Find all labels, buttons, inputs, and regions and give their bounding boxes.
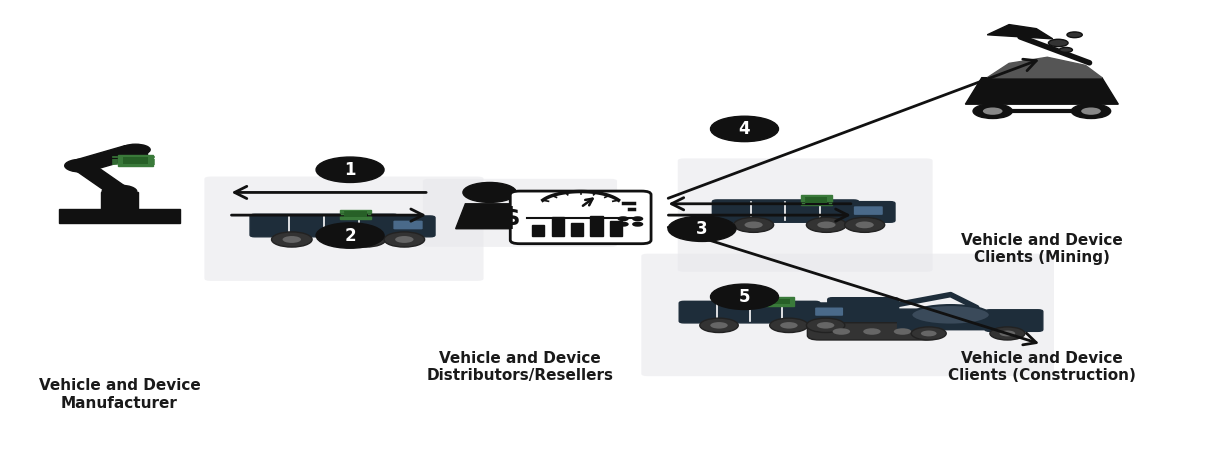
Text: 3: 3 <box>697 220 708 238</box>
FancyBboxPatch shape <box>571 223 583 236</box>
Circle shape <box>855 221 874 228</box>
FancyBboxPatch shape <box>345 211 367 218</box>
FancyBboxPatch shape <box>824 309 920 329</box>
Circle shape <box>893 328 912 335</box>
FancyBboxPatch shape <box>551 218 563 236</box>
FancyBboxPatch shape <box>985 310 1042 331</box>
Circle shape <box>103 185 137 198</box>
FancyBboxPatch shape <box>807 303 855 323</box>
Circle shape <box>912 327 946 340</box>
Text: 4: 4 <box>738 120 750 138</box>
Circle shape <box>395 236 413 243</box>
FancyBboxPatch shape <box>844 201 895 222</box>
Circle shape <box>1081 108 1101 115</box>
FancyBboxPatch shape <box>805 197 827 203</box>
Polygon shape <box>959 317 995 329</box>
FancyBboxPatch shape <box>60 209 180 223</box>
FancyBboxPatch shape <box>769 298 789 304</box>
Circle shape <box>832 328 851 335</box>
Circle shape <box>316 157 384 182</box>
Circle shape <box>807 318 844 333</box>
Circle shape <box>1067 32 1083 37</box>
FancyBboxPatch shape <box>802 195 832 205</box>
FancyBboxPatch shape <box>119 155 153 166</box>
Circle shape <box>1048 39 1068 47</box>
Circle shape <box>1072 104 1111 118</box>
FancyBboxPatch shape <box>100 192 138 209</box>
FancyBboxPatch shape <box>251 214 398 237</box>
Text: $: $ <box>502 207 521 230</box>
Text: Vehicle and Device
Clients (Mining): Vehicle and Device Clients (Mining) <box>960 233 1123 265</box>
Circle shape <box>818 221 836 228</box>
Circle shape <box>863 328 881 335</box>
Circle shape <box>710 284 778 310</box>
FancyBboxPatch shape <box>610 221 622 236</box>
FancyBboxPatch shape <box>827 298 898 313</box>
Text: 5: 5 <box>739 288 750 306</box>
Circle shape <box>1059 48 1073 52</box>
Circle shape <box>271 232 312 247</box>
FancyBboxPatch shape <box>642 254 1055 376</box>
FancyBboxPatch shape <box>814 307 843 316</box>
Circle shape <box>710 116 778 142</box>
Circle shape <box>384 232 424 247</box>
FancyBboxPatch shape <box>808 323 936 340</box>
Circle shape <box>700 318 738 333</box>
Polygon shape <box>987 24 1053 39</box>
Polygon shape <box>965 78 1118 104</box>
FancyBboxPatch shape <box>898 315 995 330</box>
Circle shape <box>807 218 847 232</box>
Circle shape <box>618 222 628 226</box>
Circle shape <box>346 232 386 247</box>
Circle shape <box>668 216 736 242</box>
Circle shape <box>463 182 517 202</box>
FancyBboxPatch shape <box>125 150 131 155</box>
Text: 1: 1 <box>345 161 356 179</box>
Circle shape <box>990 327 1025 340</box>
FancyBboxPatch shape <box>678 158 932 272</box>
FancyBboxPatch shape <box>679 301 820 323</box>
FancyBboxPatch shape <box>392 220 423 230</box>
Circle shape <box>816 322 835 328</box>
Text: Vehicle and Device
Manufacturer: Vehicle and Device Manufacturer <box>39 378 200 411</box>
FancyBboxPatch shape <box>590 216 602 236</box>
Circle shape <box>744 221 763 228</box>
Text: Vehicle and Device
Distributors/Resellers: Vehicle and Device Distributors/Reseller… <box>426 351 613 383</box>
Ellipse shape <box>912 305 990 325</box>
Circle shape <box>921 330 936 336</box>
Text: 2: 2 <box>345 226 356 244</box>
FancyBboxPatch shape <box>423 179 617 247</box>
FancyBboxPatch shape <box>123 157 148 164</box>
Circle shape <box>710 322 728 328</box>
FancyBboxPatch shape <box>511 191 651 243</box>
Circle shape <box>316 223 384 248</box>
Circle shape <box>282 236 301 243</box>
Polygon shape <box>68 166 133 192</box>
Polygon shape <box>987 57 1102 78</box>
FancyBboxPatch shape <box>340 210 370 219</box>
Circle shape <box>633 222 643 226</box>
Polygon shape <box>456 204 523 229</box>
FancyBboxPatch shape <box>712 200 859 222</box>
Circle shape <box>844 218 885 232</box>
Circle shape <box>1000 330 1015 336</box>
Circle shape <box>770 318 808 333</box>
Circle shape <box>357 236 375 243</box>
Circle shape <box>973 104 1012 118</box>
FancyBboxPatch shape <box>141 150 147 155</box>
Circle shape <box>982 108 1002 115</box>
Polygon shape <box>71 146 147 170</box>
FancyBboxPatch shape <box>765 297 794 306</box>
Circle shape <box>121 144 150 155</box>
Circle shape <box>633 217 643 220</box>
Circle shape <box>618 217 628 220</box>
Text: Vehicle and Device
Clients (Construction): Vehicle and Device Clients (Construction… <box>948 351 1135 383</box>
Circle shape <box>65 159 99 172</box>
Circle shape <box>780 322 798 328</box>
FancyBboxPatch shape <box>384 216 435 237</box>
Circle shape <box>733 218 774 232</box>
FancyBboxPatch shape <box>204 176 484 281</box>
FancyBboxPatch shape <box>853 206 884 216</box>
FancyBboxPatch shape <box>532 225 544 236</box>
